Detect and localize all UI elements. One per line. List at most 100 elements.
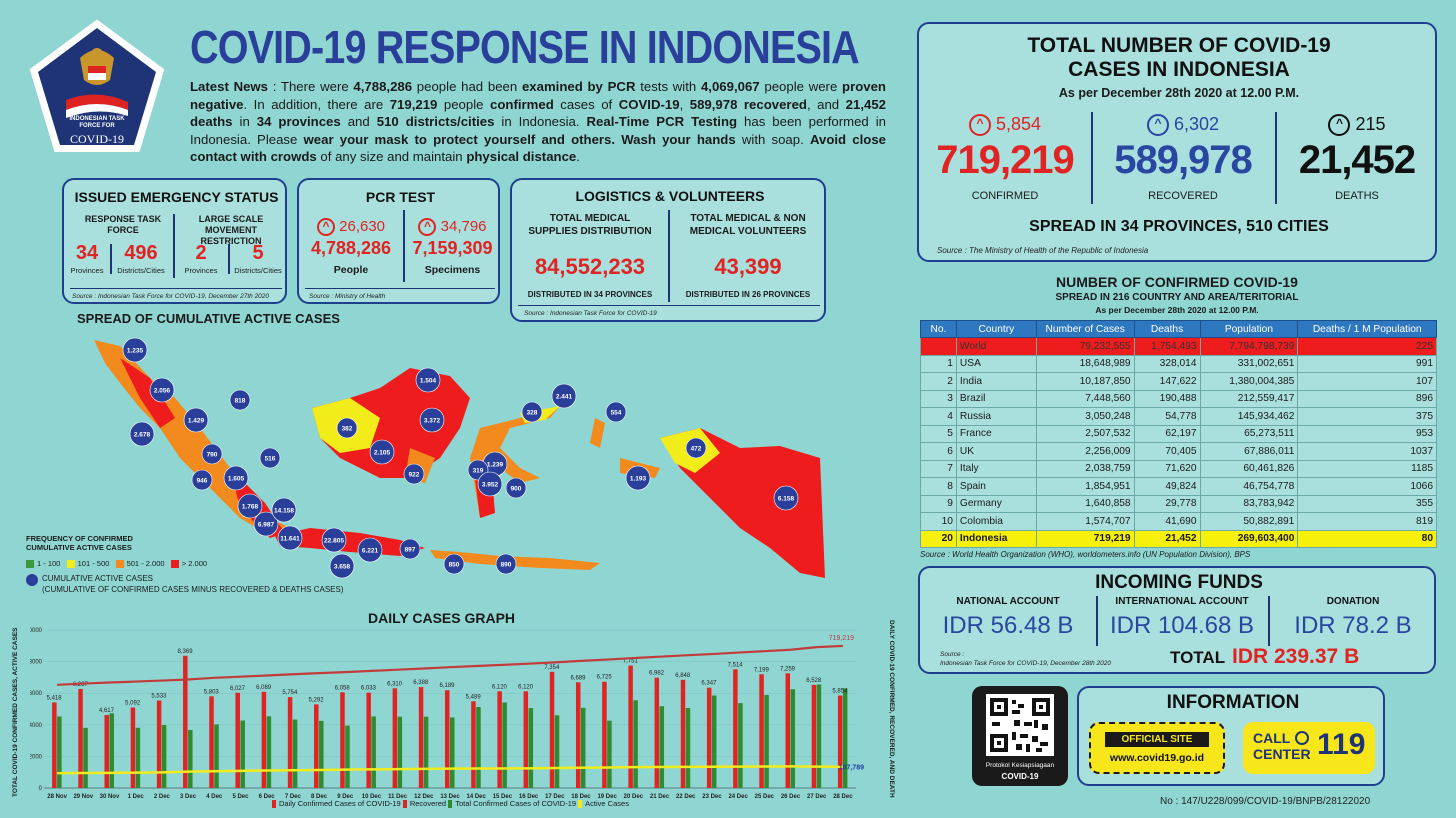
table-cell: 65,273,511 — [1199, 424, 1299, 443]
indonesia-map: 1.235 2.056 2.678 1.429 818 790 516 946 1.605 1.7… — [94, 337, 825, 579]
svg-text:1.239: 1.239 — [487, 462, 504, 469]
response-provinces-label: Provinces — [70, 266, 104, 275]
bubble-legend-desc: (CUMULATIVE OF CONFIRMED CASES MINUS REC… — [42, 585, 344, 594]
svg-text:554: 554 — [611, 410, 622, 417]
table-cell: 20 — [920, 529, 957, 548]
x-tick-label: 20 Dec — [624, 794, 644, 800]
pcr-specimens-increase: ^ 34,796 — [403, 218, 502, 237]
bar-label: 7,354 — [544, 665, 560, 671]
pcr-specimens-value: 7,159,309 — [412, 238, 493, 258]
up-arrow-icon: ^ — [316, 218, 335, 237]
table-cell: 2,256,009 — [1035, 442, 1135, 461]
psbb-cities-label: Districts/Cities — [234, 266, 282, 275]
svg-text:14.158: 14.158 — [274, 508, 294, 515]
logistics-title: LOGISTICS & VOLUNTEERS — [575, 188, 765, 204]
table-cell: 2,507,532 — [1035, 424, 1135, 443]
bar-confirmed — [575, 682, 581, 788]
qr-code-card[interactable]: Protokol Kesiapsiagaan COVID-19 — [972, 686, 1068, 786]
bar-confirmed — [366, 692, 371, 788]
official-site-button[interactable]: OFFICIAL SITE www.covid19.go.id — [1089, 722, 1225, 774]
legend-item-3: 501 - 2.000 — [115, 559, 165, 569]
call-center-label: CALL CENTER — [1253, 730, 1311, 762]
table-cell: 62,197 — [1133, 424, 1201, 443]
response-cities-label: Districts/Cities — [117, 266, 165, 275]
bar-recovered — [161, 725, 167, 788]
table-cell: 71,620 — [1133, 459, 1201, 478]
bar-confirmed — [759, 674, 764, 788]
table-cell: 41,690 — [1133, 512, 1201, 531]
table-cell: 991 — [1297, 354, 1437, 373]
daily-cases-chart: 5,418 28 Nov 6,267 29 Nov 4,617 30 Nov 5,092 1 … — [30, 628, 864, 800]
up-arrow-icon: ^ — [418, 218, 437, 237]
bar-recovered — [423, 716, 429, 788]
bar-label: 5,292 — [309, 697, 325, 703]
logo-text-line-2: FORCE FOR — [79, 123, 115, 129]
bar-label: 6,120 — [492, 684, 508, 690]
recovered-label: RECOVERED — [1148, 190, 1218, 202]
official-site-url[interactable]: www.covid19.go.id — [1109, 752, 1205, 764]
x-tick-label: 28 Dec — [833, 794, 853, 800]
table-cell: 719,219 — [1035, 529, 1135, 548]
pcr-title: PCR TEST — [365, 189, 436, 205]
active-annotation: 107,789 — [839, 765, 864, 772]
bar-label: 6,058 — [335, 685, 351, 691]
table-cell: 1,380,004,385 — [1199, 372, 1299, 391]
table-cell: World — [955, 337, 1037, 356]
svg-text:328: 328 — [527, 410, 538, 417]
map-bubble: 472 — [685, 437, 707, 459]
table-cell: 896 — [1297, 389, 1437, 408]
bar-recovered — [685, 707, 691, 788]
garuda-pentagon-icon — [29, 19, 165, 152]
response-provinces-value: 34 — [75, 242, 99, 264]
table-cell: 4 — [920, 407, 957, 426]
map-bubble: 6.987 — [253, 511, 279, 537]
map-bubble: 1.193 — [625, 465, 651, 491]
svg-text:1.193: 1.193 — [630, 476, 647, 483]
table-cell: 10,187,850 — [1035, 372, 1135, 391]
table-cell: 83,783,942 — [1199, 494, 1299, 513]
volunteers-value: 43,399 — [714, 254, 782, 279]
table-row: 1 USA 18,648,989 328,014 331,002,651 991 — [920, 354, 1437, 373]
table-cell: 7,794,798,739 — [1199, 337, 1299, 356]
bar-confirmed — [78, 688, 83, 788]
table-cell: France — [955, 424, 1037, 443]
table-cell: 2 — [920, 372, 957, 391]
call-center-button[interactable]: CALL CENTER 119 — [1243, 722, 1375, 774]
logistics-panel: LOGISTICS & VOLUNTEERS TOTAL MEDICAL SUP… — [510, 178, 826, 322]
bar-confirmed — [392, 688, 398, 788]
bar-recovered — [371, 716, 376, 788]
table-cell: 212,559,417 — [1199, 389, 1299, 408]
bar-confirmed — [314, 704, 319, 788]
svg-text:850: 850 — [449, 562, 460, 569]
svg-text:946: 946 — [197, 478, 208, 485]
table-cell: 21,452 — [1133, 529, 1201, 548]
table-header-cell: Population — [1199, 320, 1299, 338]
table-header-row: No. Country Number of Cases Deaths Populatio… — [920, 320, 1437, 338]
bubble-legend: CUMULATIVE ACTIVE CASES (CUMULATIVE OF C… — [26, 573, 344, 595]
bar-confirmed — [785, 673, 791, 788]
y-tick-label: 2000 — [30, 754, 43, 760]
table-cell: 331,002,651 — [1199, 354, 1299, 373]
bar-recovered — [319, 720, 324, 788]
official-site-label: OFFICIAL SITE — [1105, 732, 1209, 747]
qr-caption-2: COVID-19 — [1001, 772, 1039, 781]
bar-label: 7,514 — [728, 662, 744, 668]
chart-left-axis-label: TOTAL COVID-19 CONFIRMED CASES, ACTIVE C… — [12, 627, 19, 797]
table-header-cell: Deaths — [1133, 320, 1201, 338]
bar-confirmed — [235, 692, 240, 788]
bar-recovered — [607, 720, 612, 788]
map-bubble: 897 — [399, 538, 421, 560]
map-bubble: 1.504 — [415, 367, 441, 393]
bar-label: 6,528 — [806, 678, 822, 684]
legend-item-4: > 2.000 — [170, 559, 207, 569]
bar-confirmed — [733, 669, 738, 788]
svg-text:1.605: 1.605 — [228, 476, 245, 483]
table-cell: Italy — [955, 459, 1037, 478]
pcr-source: Source : Ministry of Health — [309, 293, 386, 300]
x-tick-label: 3 Dec — [180, 794, 197, 800]
svg-text:2.441: 2.441 — [556, 394, 573, 401]
psbb-provinces-value: 2 — [195, 242, 207, 264]
table-cell: 9 — [920, 494, 957, 513]
x-tick-label: 18 Dec — [571, 794, 591, 800]
response-cities-value: 496 — [124, 242, 158, 264]
